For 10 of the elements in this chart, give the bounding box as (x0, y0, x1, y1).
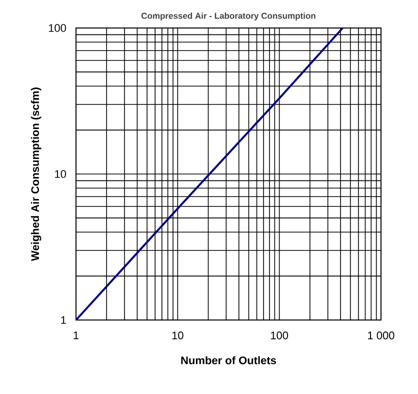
chart-title: Compressed Air - Laboratory Consumption (141, 12, 316, 20)
x-tick-label: 100 (270, 332, 288, 340)
y-tick-label: 10 (55, 170, 66, 178)
y-tick-label: 100 (48, 24, 66, 32)
y-tick-label: 1 (61, 316, 66, 324)
x-axis-title: Number of Outlets (181, 356, 276, 364)
y-axis-title: Weighed Air Consumption (scfm) (30, 88, 42, 261)
x-tick-label: 1 000 (368, 332, 394, 340)
x-tick-label: 10 (172, 332, 184, 340)
x-tick-label: 1 (74, 332, 79, 340)
